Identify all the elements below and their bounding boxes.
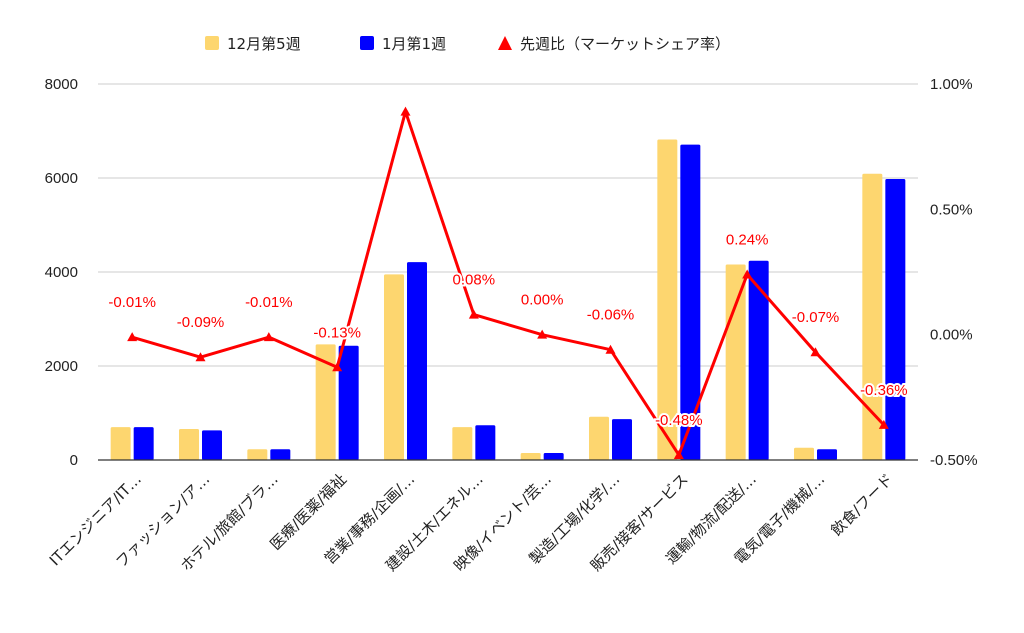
right-tick-label: 1.00%	[930, 76, 973, 93]
line-point	[878, 419, 889, 429]
x-axis: ITエンジニア/IT…ファッション/ア…ホテル/旅館/ブラ…医療/医薬/福祉営業…	[46, 459, 918, 575]
legend: 12月第5週 1月第1週 先週比（マーケットシェア率）	[205, 35, 730, 53]
line-point	[400, 106, 411, 116]
bar	[794, 447, 814, 460]
bar	[748, 260, 769, 460]
right-tick-label: 0.00%	[930, 327, 973, 344]
bar	[315, 344, 336, 460]
line-path	[131, 110, 885, 457]
data-label: -0.07%	[792, 309, 840, 326]
bar	[247, 449, 268, 460]
line-point	[195, 352, 206, 362]
bar	[110, 427, 131, 460]
bar	[384, 274, 404, 460]
bar	[680, 144, 701, 460]
legend-label: 先週比（マーケットシェア率）	[520, 35, 730, 53]
bar	[202, 430, 222, 460]
data-label: -0.09%	[177, 314, 225, 331]
bar	[657, 139, 678, 460]
line-point	[673, 449, 684, 459]
line-point	[742, 269, 753, 279]
data-label: -0.06%	[587, 307, 635, 324]
category-label: 飲食/フード	[827, 470, 896, 539]
line-point	[537, 329, 548, 339]
left-tick-label: 6000	[45, 170, 78, 187]
data-label: -0.48%	[655, 412, 703, 429]
bar	[407, 262, 427, 460]
right-axis: -0.50% 0.00% 0.50% 1.00%	[930, 76, 978, 469]
bar	[817, 449, 837, 460]
data-label: -0.01%	[108, 294, 156, 311]
line-series: -0.01% -0.09% -0.01% -0.13% 0.08% 0.00% -0.06%…	[106, 106, 910, 459]
bar	[543, 452, 564, 460]
line-point	[810, 347, 821, 357]
data-label: -0.01%	[245, 294, 293, 311]
legend-swatch	[360, 36, 374, 50]
left-axis: 0 2000 4000 6000 8000	[45, 76, 78, 469]
line-point	[127, 332, 138, 342]
line-point	[605, 344, 616, 354]
left-tick-label: 2000	[45, 358, 78, 375]
bar	[270, 449, 291, 460]
legend-label: 1月第1週	[382, 35, 446, 53]
line-point	[263, 332, 274, 342]
bar	[452, 427, 473, 460]
data-label: -0.13%	[313, 324, 361, 341]
bar	[862, 173, 883, 460]
left-tick-label: 4000	[45, 264, 78, 281]
bar-series	[110, 139, 906, 460]
left-tick-label: 0	[70, 452, 78, 469]
data-label: 0.24%	[726, 232, 769, 249]
bar	[589, 416, 609, 460]
bar	[133, 427, 154, 460]
bar	[885, 178, 906, 460]
data-label: -0.36%	[860, 382, 908, 399]
gridlines	[98, 83, 918, 367]
data-label: 0.00%	[521, 292, 564, 309]
bar	[520, 452, 541, 460]
line-point	[468, 309, 479, 319]
line-point	[332, 362, 343, 372]
legend-swatch	[205, 36, 219, 50]
data-label: 0.08%	[453, 272, 496, 289]
bar	[612, 419, 632, 460]
legend-label: 12月第5週	[227, 35, 301, 53]
right-tick-label: -0.50%	[930, 452, 978, 469]
bar	[179, 428, 199, 460]
bar	[725, 264, 746, 460]
legend-swatch	[498, 36, 512, 50]
bar	[475, 425, 496, 460]
right-tick-label: 0.50%	[930, 201, 973, 218]
bar	[338, 345, 359, 460]
left-tick-label: 8000	[45, 76, 78, 93]
